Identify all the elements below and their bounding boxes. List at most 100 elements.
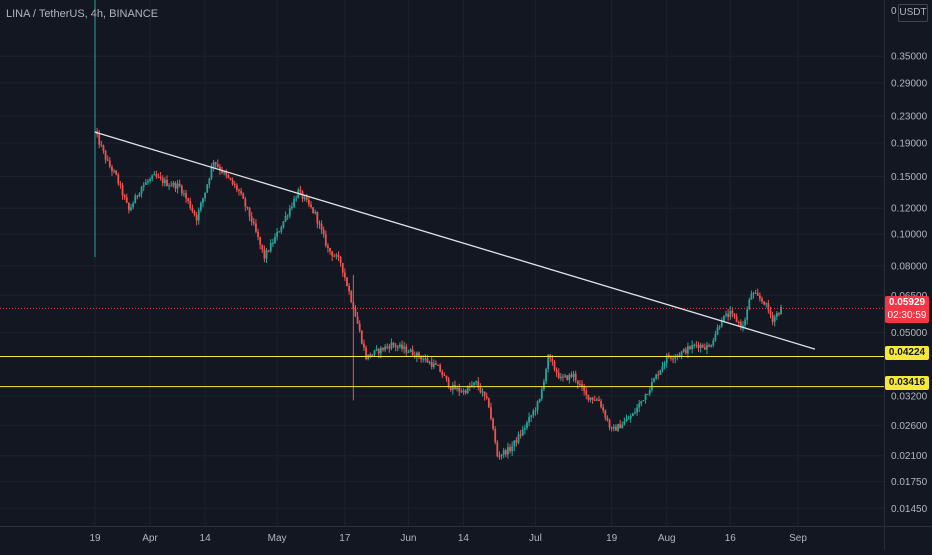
candle-body (206, 184, 209, 193)
candle-body (456, 387, 458, 390)
candle-body (420, 356, 422, 360)
candle-body (257, 231, 259, 238)
candle-body (559, 376, 562, 379)
x-tick-label: 19 (606, 533, 618, 544)
candle-body (221, 170, 223, 173)
candle-body (551, 358, 554, 362)
candle-body (377, 349, 380, 354)
candle-body (731, 310, 734, 314)
candle-body (140, 186, 143, 194)
candle-body (716, 327, 719, 335)
level-tag-upper: 0.04224 (885, 346, 929, 360)
candle-body (758, 295, 761, 299)
candle-body (593, 399, 596, 401)
candle-body (392, 342, 395, 346)
candle-body (318, 223, 321, 225)
candle-body (269, 243, 272, 252)
candle-body (481, 391, 484, 393)
candle-body (670, 357, 672, 359)
candle-body (648, 389, 651, 394)
candle-body (636, 407, 638, 413)
candle-body (756, 293, 759, 296)
candle-body (511, 446, 514, 452)
candle-body (617, 424, 619, 431)
candle-body (517, 434, 520, 443)
candle-body (307, 199, 310, 205)
candle-body (358, 323, 361, 331)
candle-body (466, 386, 469, 394)
candle-body (663, 362, 666, 367)
candle-body (396, 346, 399, 348)
candle-body (672, 358, 674, 360)
candle-body (113, 170, 115, 172)
candle-body (157, 176, 160, 178)
candle-body (144, 182, 147, 185)
candle-body (540, 389, 543, 399)
candle-body (212, 162, 215, 167)
candle-body (439, 365, 442, 372)
candle-body (312, 207, 315, 213)
x-tick-label: 17 (339, 533, 351, 544)
candle-body (286, 215, 289, 217)
candle-body (288, 208, 291, 216)
candle-body (329, 247, 331, 252)
currency-label[interactable]: USDT (898, 4, 928, 22)
candle-body (255, 223, 257, 232)
candle-body (623, 421, 626, 425)
candle-body (111, 166, 113, 172)
candle-body (553, 361, 556, 370)
candle-body (515, 440, 518, 443)
candle-body (612, 426, 615, 429)
candle-body (462, 390, 465, 393)
candle-body (773, 316, 776, 322)
x-tick-label: 19 (89, 533, 101, 544)
candle-body (771, 314, 774, 322)
candle-body (356, 316, 359, 324)
candle-body (348, 285, 350, 292)
candle-body (375, 349, 378, 351)
candle-body (428, 361, 431, 363)
candle-body (432, 363, 435, 367)
candle-body (562, 376, 564, 378)
candle-body (210, 166, 213, 179)
candle-body (219, 166, 221, 171)
x-tick-label: Jun (400, 533, 416, 544)
y-tick-label: 0.35000 (891, 52, 928, 63)
candle-body (125, 197, 128, 203)
candle-body (216, 164, 219, 167)
y-tick-label: 0.15000 (891, 172, 928, 183)
candle-body (223, 171, 226, 173)
candle-body (568, 374, 571, 380)
candle-body (676, 355, 679, 357)
candle-body (104, 150, 107, 160)
candle-body (595, 399, 598, 401)
candle-body (712, 340, 715, 346)
candle-body (631, 413, 634, 417)
candle-body (422, 358, 425, 360)
candle-body (360, 330, 363, 344)
candle-body (132, 203, 135, 208)
candle-body (697, 344, 700, 348)
candle-body (130, 207, 132, 211)
x-tick-label: 16 (725, 533, 737, 544)
candle-body (496, 442, 499, 457)
y-tick-label: 0.01450 (891, 504, 928, 515)
candle-body (314, 212, 317, 214)
candle-body (665, 355, 668, 363)
y-tick-label: 0.12000 (891, 204, 928, 215)
candle-body (543, 381, 545, 390)
candle-body (621, 424, 624, 429)
candle-body (98, 134, 101, 145)
candle-body (399, 344, 401, 347)
candle-body (278, 231, 281, 233)
candle-body (252, 221, 255, 224)
candle-body (693, 344, 696, 346)
candle-body (263, 249, 266, 259)
level-tag-lower: 0.03416 (885, 376, 929, 390)
candle-body (305, 197, 308, 200)
candle-body (555, 369, 558, 373)
candle-body (513, 440, 516, 447)
candle-body (746, 309, 749, 320)
